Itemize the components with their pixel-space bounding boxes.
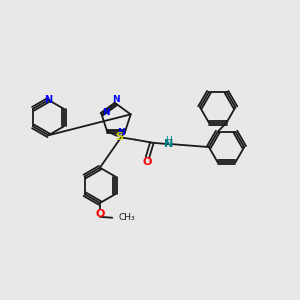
- Text: S: S: [116, 132, 124, 142]
- Text: N: N: [164, 139, 173, 148]
- Text: N: N: [44, 95, 52, 105]
- Text: N: N: [102, 108, 110, 117]
- Text: N: N: [118, 128, 125, 137]
- Text: H: H: [165, 136, 172, 145]
- Text: O: O: [143, 157, 152, 167]
- Text: O: O: [95, 209, 105, 219]
- Text: CH₃: CH₃: [119, 213, 135, 222]
- Text: N: N: [112, 95, 119, 104]
